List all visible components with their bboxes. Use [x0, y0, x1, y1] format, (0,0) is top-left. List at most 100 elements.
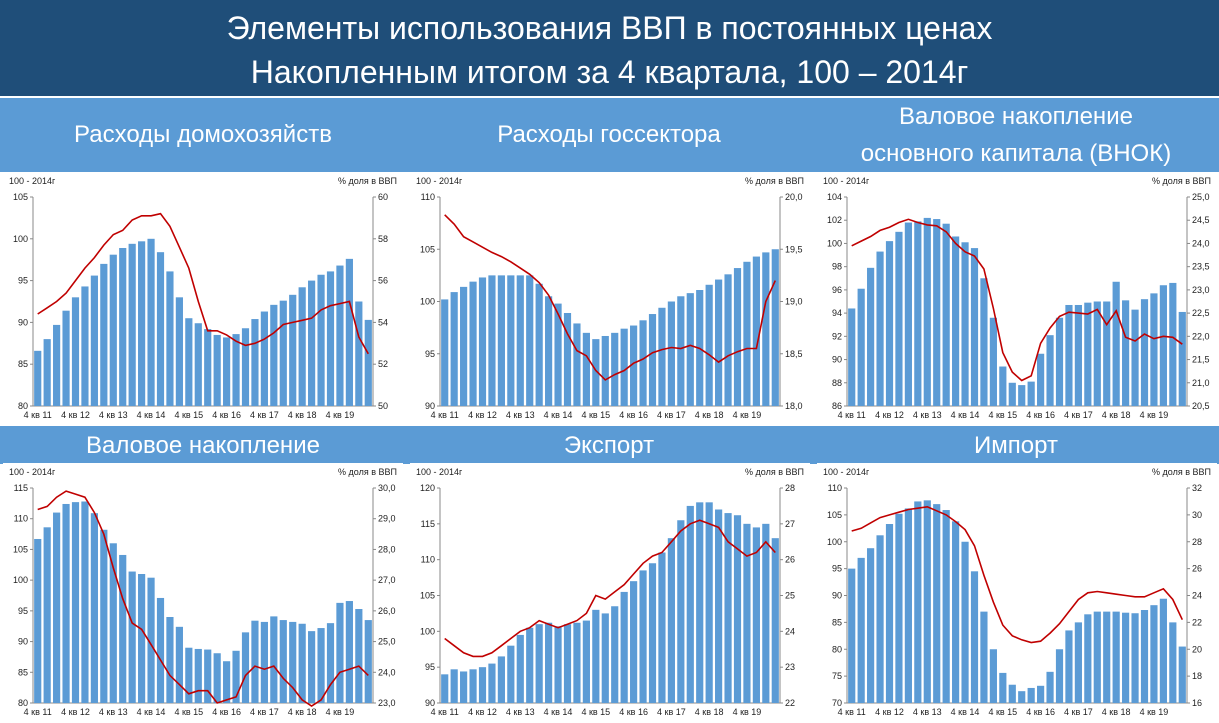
- bar: [601, 335, 609, 406]
- bar: [857, 288, 865, 406]
- right-tick-label: 24: [785, 626, 795, 636]
- left-tick-label: 86: [832, 401, 842, 411]
- left-tick-label: 105: [827, 510, 842, 520]
- x-tick-label: 4 кв 19: [733, 410, 762, 420]
- x-tick-label: 4 кв 15: [988, 707, 1017, 717]
- chart-household: 100 - 2014г % доля в ВВП 80 85 90 95 100 105 50 5…: [9, 176, 397, 420]
- bar: [166, 271, 174, 406]
- right-tick-label: 18: [1192, 671, 1202, 681]
- left-tick-label: 90: [832, 355, 842, 365]
- left-tick-label: 90: [425, 698, 435, 708]
- x-tick-label: 4 кв 12: [61, 707, 90, 717]
- bar: [970, 248, 979, 406]
- bar: [460, 671, 468, 703]
- bar: [733, 515, 742, 703]
- left-tick-label: 90: [425, 401, 435, 411]
- right-tick-label: 21,0: [1192, 378, 1210, 388]
- bar: [658, 552, 666, 703]
- chart-export: 100 - 2014г % доля в ВВП 90 95 100 105 110 115 1…: [416, 467, 804, 717]
- bar: [999, 366, 1007, 406]
- share-line: [444, 214, 777, 381]
- x-tick-label: 4 кв 15: [581, 707, 610, 717]
- bar: [497, 275, 505, 406]
- right-tick-label: 23,5: [1192, 262, 1210, 272]
- chart-panel-import: 100 - 2014г % доля в ВВП 70 75 80 85 90 95 100 10…: [817, 463, 1217, 721]
- bar: [516, 634, 524, 703]
- bar: [270, 616, 278, 703]
- bar: [611, 606, 619, 703]
- bar: [317, 628, 325, 703]
- bar: [326, 623, 335, 703]
- chart-gross-capital: 100 - 2014г % доля в ВВП 80 85 90 95 100 105 110…: [9, 467, 397, 717]
- chart-panel-government: 100 - 2014г % доля в ВВП 90 95 100 105 110 18,0…: [410, 172, 810, 424]
- right-tick-label: 60: [378, 192, 388, 202]
- right-tick-label: 24: [1192, 591, 1202, 601]
- bar: [1055, 317, 1064, 406]
- x-tick-label: 4 кв 11: [24, 410, 52, 420]
- bar: [1018, 691, 1026, 703]
- bar: [1046, 671, 1054, 703]
- left-tick-label: 95: [18, 606, 28, 616]
- left-tick-label: 90: [18, 637, 28, 647]
- bar: [289, 621, 297, 703]
- left-tick-label: 95: [832, 564, 842, 574]
- x-tick-label: 4 кв 14: [544, 410, 573, 420]
- right-unit-label: % доля в ВВП: [338, 176, 397, 186]
- left-tick-label: 100: [13, 234, 28, 244]
- left-tick-label: 95: [425, 662, 435, 672]
- chart-government: 100 - 2014г % доля в ВВП 90 95 100 105 110 18,0…: [416, 176, 804, 420]
- bar: [1037, 353, 1045, 406]
- x-tick-label: 4 кв 17: [1064, 707, 1093, 717]
- bar: [715, 279, 723, 406]
- x-tick-label: 4 кв 17: [250, 410, 279, 420]
- bar: [582, 332, 590, 406]
- bar: [545, 296, 553, 406]
- bar: [686, 505, 694, 703]
- left-tick-label: 90: [18, 317, 28, 327]
- x-tick-label: 4 кв 18: [695, 707, 724, 717]
- bar: [867, 267, 875, 406]
- bar: [867, 548, 875, 703]
- bar: [289, 294, 297, 406]
- bar: [1150, 605, 1158, 703]
- x-tick-label: 4 кв 17: [250, 707, 279, 717]
- left-tick-label: 95: [425, 349, 435, 359]
- bar: [53, 512, 61, 703]
- x-tick-label: 4 кв 12: [61, 410, 90, 420]
- bar: [630, 581, 638, 703]
- bar: [204, 649, 212, 703]
- bar: [1093, 611, 1101, 703]
- bar: [895, 513, 903, 703]
- x-tick-label: 4 кв 19: [733, 707, 762, 717]
- bar: [147, 238, 155, 406]
- bar: [999, 672, 1007, 703]
- share-line: [851, 505, 1184, 644]
- left-tick-label: 100: [420, 626, 435, 636]
- bar: [128, 243, 136, 406]
- bar: [630, 325, 638, 406]
- left-unit-label: 100 - 2014г: [416, 467, 463, 477]
- bar: [241, 328, 250, 406]
- chart-panel-gross-capital: 100 - 2014г % доля в ВВП 80 85 90 95 100 105 110…: [3, 463, 403, 721]
- bar: [857, 557, 865, 703]
- right-tick-label: 24,0: [378, 667, 396, 677]
- left-unit-label: 100 - 2014г: [9, 176, 56, 186]
- bar: [308, 631, 316, 703]
- bar: [762, 523, 770, 703]
- bar: [62, 310, 70, 406]
- bar: [771, 538, 779, 703]
- bar: [90, 513, 98, 703]
- bar: [620, 591, 628, 703]
- x-tick-label: 4 кв 13: [506, 707, 535, 717]
- bar: [478, 667, 487, 703]
- x-tick-label: 4 кв 16: [619, 410, 648, 420]
- left-tick-label: 105: [420, 244, 435, 254]
- bar: [961, 541, 969, 703]
- bar: [90, 275, 98, 406]
- bar: [43, 527, 51, 703]
- left-unit-label: 100 - 2014г: [823, 467, 870, 477]
- bar: [81, 286, 89, 406]
- right-tick-label: 30: [1192, 510, 1202, 520]
- bar: [582, 620, 590, 703]
- x-tick-label: 4 кв 19: [1140, 410, 1169, 420]
